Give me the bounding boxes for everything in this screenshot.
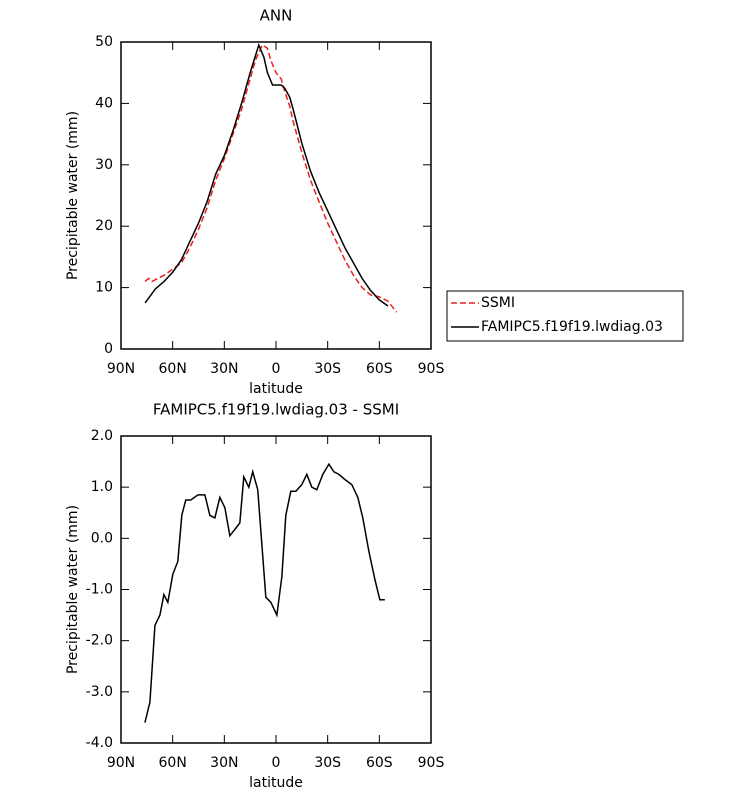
y-axis-label: Precipitable water (mm) — [65, 505, 81, 674]
x-tick-label: 90S — [418, 361, 445, 377]
x-tick-label: 0 — [272, 755, 281, 771]
x-tick-label: 30N — [210, 361, 238, 377]
y-tick-label: 0.0 — [91, 530, 113, 546]
y-tick-label: -2.0 — [86, 633, 113, 649]
y-tick-label: 0 — [104, 341, 113, 357]
y-tick-label: -4.0 — [86, 735, 113, 751]
x-tick-label: 30S — [314, 361, 341, 377]
y-tick-label: 40 — [95, 95, 113, 111]
x-tick-label: 90S — [418, 755, 445, 771]
x-axis-label: latitude — [249, 775, 303, 791]
y-axis-label: Precipitable water (mm) — [65, 111, 81, 280]
chart-title: ANN — [260, 7, 293, 25]
chart-title: FAMIPC5.f19f19.lwdiag.03 - SSMI — [153, 401, 399, 419]
x-tick-label: 30N — [210, 755, 238, 771]
legend-label: FAMIPC5.f19f19.lwdiag.03 — [481, 319, 663, 335]
x-tick-label: 0 — [272, 361, 281, 377]
y-tick-label: 20 — [95, 218, 113, 234]
y-tick-label: -1.0 — [86, 582, 113, 598]
plot-frame — [120, 435, 432, 744]
x-tick-label: 90N — [107, 361, 135, 377]
x-tick-label: 90N — [107, 755, 135, 771]
x-tick-label: 30S — [314, 755, 341, 771]
x-tick-label: 60N — [159, 361, 187, 377]
y-tick-label: 2.0 — [91, 428, 113, 444]
legend-label: SSMI — [481, 295, 515, 311]
data-line — [144, 42, 389, 307]
x-tick-label: 60S — [366, 755, 393, 771]
y-tick-label: 1.0 — [91, 479, 113, 495]
x-tick-label: 60N — [159, 755, 187, 771]
x-tick-label: 60S — [366, 361, 393, 377]
plot-frame — [120, 41, 432, 350]
y-tick-label: -3.0 — [86, 684, 113, 700]
legend-box — [446, 290, 684, 342]
data-line — [144, 462, 385, 723]
y-tick-label: 50 — [95, 34, 113, 50]
data-line — [144, 43, 398, 313]
y-tick-label: 10 — [95, 280, 113, 296]
x-axis-label: latitude — [249, 381, 303, 397]
y-tick-label: 30 — [95, 157, 113, 173]
